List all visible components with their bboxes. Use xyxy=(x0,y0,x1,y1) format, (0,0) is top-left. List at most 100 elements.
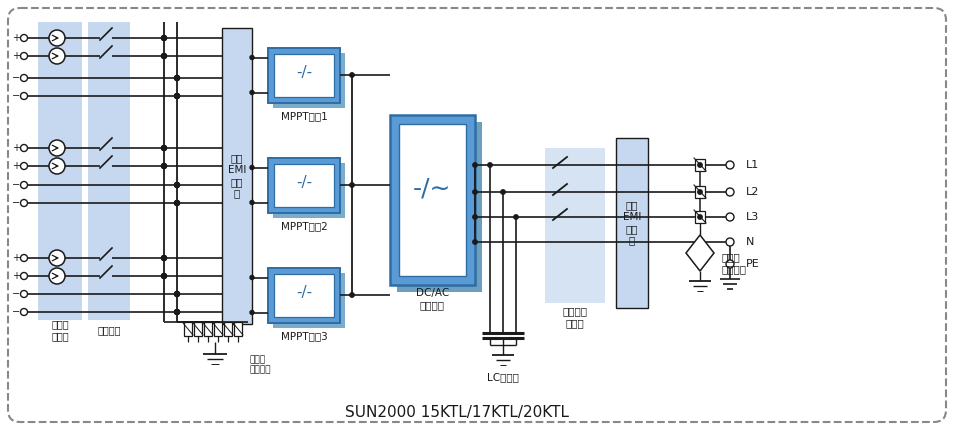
Text: -/∼: -/∼ xyxy=(413,176,452,200)
Text: L3: L3 xyxy=(745,212,759,222)
Circle shape xyxy=(473,215,476,219)
Circle shape xyxy=(725,238,733,246)
Text: -/-: -/- xyxy=(295,286,312,301)
Circle shape xyxy=(500,190,505,194)
Bar xyxy=(38,22,82,320)
Circle shape xyxy=(162,36,166,40)
Circle shape xyxy=(161,273,167,279)
Circle shape xyxy=(473,190,476,194)
Circle shape xyxy=(161,163,167,169)
Circle shape xyxy=(20,308,28,316)
Bar xyxy=(396,122,481,292)
Circle shape xyxy=(174,200,179,206)
Text: 输出
EMI
滤波
器: 输出 EMI 滤波 器 xyxy=(622,201,640,246)
Circle shape xyxy=(162,54,166,58)
Circle shape xyxy=(20,181,28,188)
Circle shape xyxy=(20,144,28,151)
Circle shape xyxy=(20,273,28,280)
Circle shape xyxy=(250,166,253,169)
Text: PE: PE xyxy=(745,259,759,269)
Circle shape xyxy=(162,256,166,260)
Circle shape xyxy=(161,53,167,58)
Circle shape xyxy=(726,239,732,245)
Circle shape xyxy=(514,215,517,219)
Bar xyxy=(274,53,334,96)
Circle shape xyxy=(174,93,179,98)
Circle shape xyxy=(174,310,179,314)
Text: +: + xyxy=(12,33,20,43)
Circle shape xyxy=(20,200,28,206)
Circle shape xyxy=(473,163,476,167)
Text: MPPT电路3: MPPT电路3 xyxy=(280,332,327,341)
Circle shape xyxy=(725,213,733,221)
Circle shape xyxy=(174,183,179,187)
Text: MPPT电路1: MPPT电路1 xyxy=(280,111,327,122)
Bar xyxy=(268,157,339,212)
Circle shape xyxy=(350,183,354,187)
Text: +: + xyxy=(12,253,20,263)
Circle shape xyxy=(20,52,28,59)
Bar xyxy=(204,322,212,336)
Circle shape xyxy=(161,36,167,40)
Text: 输出隔离
继电器: 输出隔离 继电器 xyxy=(562,306,587,328)
Circle shape xyxy=(20,92,28,99)
Text: -/-: -/- xyxy=(295,175,312,190)
Text: 输入电
流检测: 输入电 流检测 xyxy=(51,319,69,341)
Text: SUN2000 15KTL/17KTL/20KTL: SUN2000 15KTL/17KTL/20KTL xyxy=(345,405,568,420)
Circle shape xyxy=(726,162,732,168)
Circle shape xyxy=(20,34,28,42)
Bar xyxy=(273,273,345,328)
Bar xyxy=(233,322,242,336)
Circle shape xyxy=(697,190,701,194)
Circle shape xyxy=(174,182,179,187)
Circle shape xyxy=(174,182,179,187)
Circle shape xyxy=(49,158,65,174)
Circle shape xyxy=(174,310,179,314)
Circle shape xyxy=(250,200,253,205)
Circle shape xyxy=(487,163,492,167)
Circle shape xyxy=(161,36,167,40)
Bar xyxy=(273,52,345,108)
Circle shape xyxy=(20,255,28,261)
Circle shape xyxy=(162,274,166,278)
Circle shape xyxy=(174,310,179,314)
Bar xyxy=(222,28,252,324)
Circle shape xyxy=(161,145,167,150)
Text: −: − xyxy=(12,198,20,208)
Circle shape xyxy=(174,76,179,80)
Text: −: − xyxy=(12,91,20,101)
Bar xyxy=(273,163,345,218)
Text: −: − xyxy=(12,73,20,83)
Circle shape xyxy=(161,163,167,169)
Bar xyxy=(274,273,334,316)
Circle shape xyxy=(161,273,167,279)
Circle shape xyxy=(726,189,732,195)
Circle shape xyxy=(49,140,65,156)
Circle shape xyxy=(250,90,253,95)
Text: −: − xyxy=(12,180,20,190)
Circle shape xyxy=(174,200,179,206)
Text: MPPT电路2: MPPT电路2 xyxy=(280,221,327,231)
Circle shape xyxy=(350,293,354,297)
Text: 直流开关: 直流开关 xyxy=(97,325,121,335)
Circle shape xyxy=(725,260,733,268)
Circle shape xyxy=(174,76,179,80)
Circle shape xyxy=(20,163,28,169)
Bar xyxy=(398,124,465,276)
Circle shape xyxy=(49,48,65,64)
Circle shape xyxy=(20,291,28,298)
Text: +: + xyxy=(12,161,20,171)
Bar xyxy=(213,322,222,336)
Circle shape xyxy=(174,292,179,297)
Bar xyxy=(695,186,704,198)
Bar xyxy=(390,115,475,285)
Circle shape xyxy=(20,74,28,82)
Text: LC滤波器: LC滤波器 xyxy=(487,372,518,382)
Polygon shape xyxy=(685,235,713,271)
Text: DC/AC
逆变电路: DC/AC 逆变电路 xyxy=(416,288,449,310)
Text: N: N xyxy=(745,237,754,247)
Circle shape xyxy=(162,164,166,168)
Bar xyxy=(544,148,604,303)
Circle shape xyxy=(174,93,179,98)
Circle shape xyxy=(161,53,167,58)
